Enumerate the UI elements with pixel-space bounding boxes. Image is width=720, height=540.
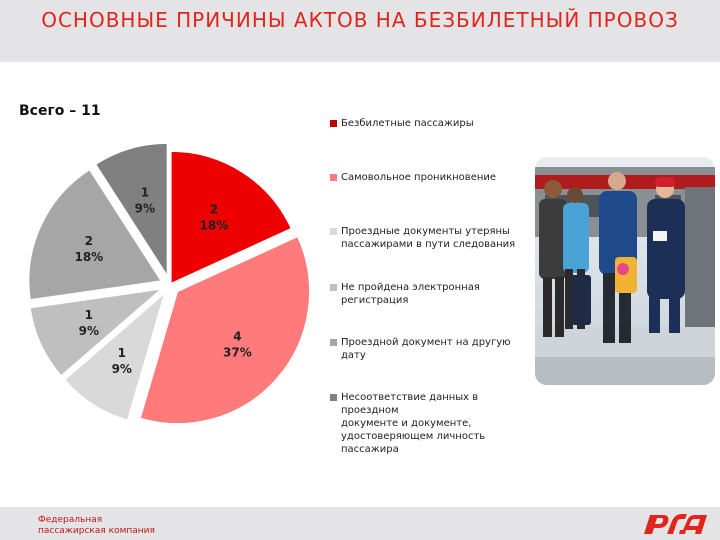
legend-label: Несоответствие данных в проездном докуме… bbox=[341, 392, 486, 455]
legend-label: Не пройдена электронная регистрация bbox=[341, 282, 480, 306]
legend-swatch-icon bbox=[330, 228, 337, 235]
pie-slice-0 bbox=[170, 150, 292, 285]
page-title: ОСНОВНЫЕ ПРИЧИНЫ АКТОВ НА БЕЗБИЛЕТНЫЙ ПР… bbox=[41, 8, 679, 32]
pie-slice-1 bbox=[139, 236, 311, 425]
legend-item-3: Не пройдена электронная регистрация bbox=[330, 281, 530, 307]
legend-item-2: Проездные документы утеряны пассажирами … bbox=[330, 225, 530, 251]
pie-slice-3 bbox=[29, 288, 163, 377]
slice-value-label-3: 1 bbox=[85, 308, 93, 322]
legend-item-5: Несоответствие данных в проездном докуме… bbox=[330, 391, 530, 456]
company-name: Федеральная пассажирская компания bbox=[38, 515, 155, 536]
slice-percent-label-5: 9% bbox=[135, 201, 155, 215]
legend-item-1: Самовольное проникновение bbox=[330, 171, 530, 184]
photo-conductors-with-passengers bbox=[535, 157, 715, 385]
slice-percent-label-4: 18% bbox=[74, 250, 103, 264]
slice-value-label-2: 1 bbox=[118, 346, 126, 360]
slice-value-label-0: 2 bbox=[210, 203, 218, 217]
slice-percent-label-2: 9% bbox=[112, 362, 132, 376]
pie-slice-2 bbox=[64, 291, 166, 421]
legend-swatch-icon bbox=[330, 394, 337, 401]
pie-slice-4 bbox=[28, 169, 162, 301]
legend-swatch-icon bbox=[330, 174, 337, 181]
slice-percent-label-0: 18% bbox=[200, 219, 229, 233]
slice-percent-label-1: 37% bbox=[223, 345, 252, 359]
legend-swatch-icon bbox=[330, 120, 337, 127]
rzd-logo-icon bbox=[644, 514, 707, 534]
legend-swatch-icon bbox=[330, 284, 337, 291]
slice-value-label-5: 1 bbox=[141, 185, 149, 199]
photo-illustration bbox=[535, 157, 715, 385]
legend-label: Безбилетные пассажиры bbox=[341, 118, 474, 129]
legend-swatch-icon bbox=[330, 339, 337, 346]
legend-item-4: Проездной документ на другую дату bbox=[330, 336, 530, 362]
slice-value-label-1: 4 bbox=[233, 329, 241, 343]
slice-percent-label-3: 9% bbox=[79, 324, 99, 338]
title-bar: ОСНОВНЫЕ ПРИЧИНЫ АКТОВ НА БЕЗБИЛЕТНЫЙ ПР… bbox=[0, 0, 720, 62]
legend-label: Самовольное проникновение bbox=[341, 172, 497, 183]
pie-slice-5 bbox=[95, 142, 168, 278]
legend-label: Проездной документ на другую дату bbox=[341, 337, 511, 361]
footer-bar: Федеральная пассажирская компания bbox=[0, 507, 720, 540]
pie-chart: 2 18% 4 37% 1 9% 1 9% 2 18% 1 9% bbox=[28, 142, 311, 425]
slice-value-label-4: 2 bbox=[85, 234, 93, 248]
legend-item-0: Безбилетные пассажиры bbox=[330, 117, 530, 130]
legend-label: Проездные документы утеряны пассажирами … bbox=[341, 226, 516, 250]
total-label: Всего – 11 bbox=[19, 103, 101, 119]
